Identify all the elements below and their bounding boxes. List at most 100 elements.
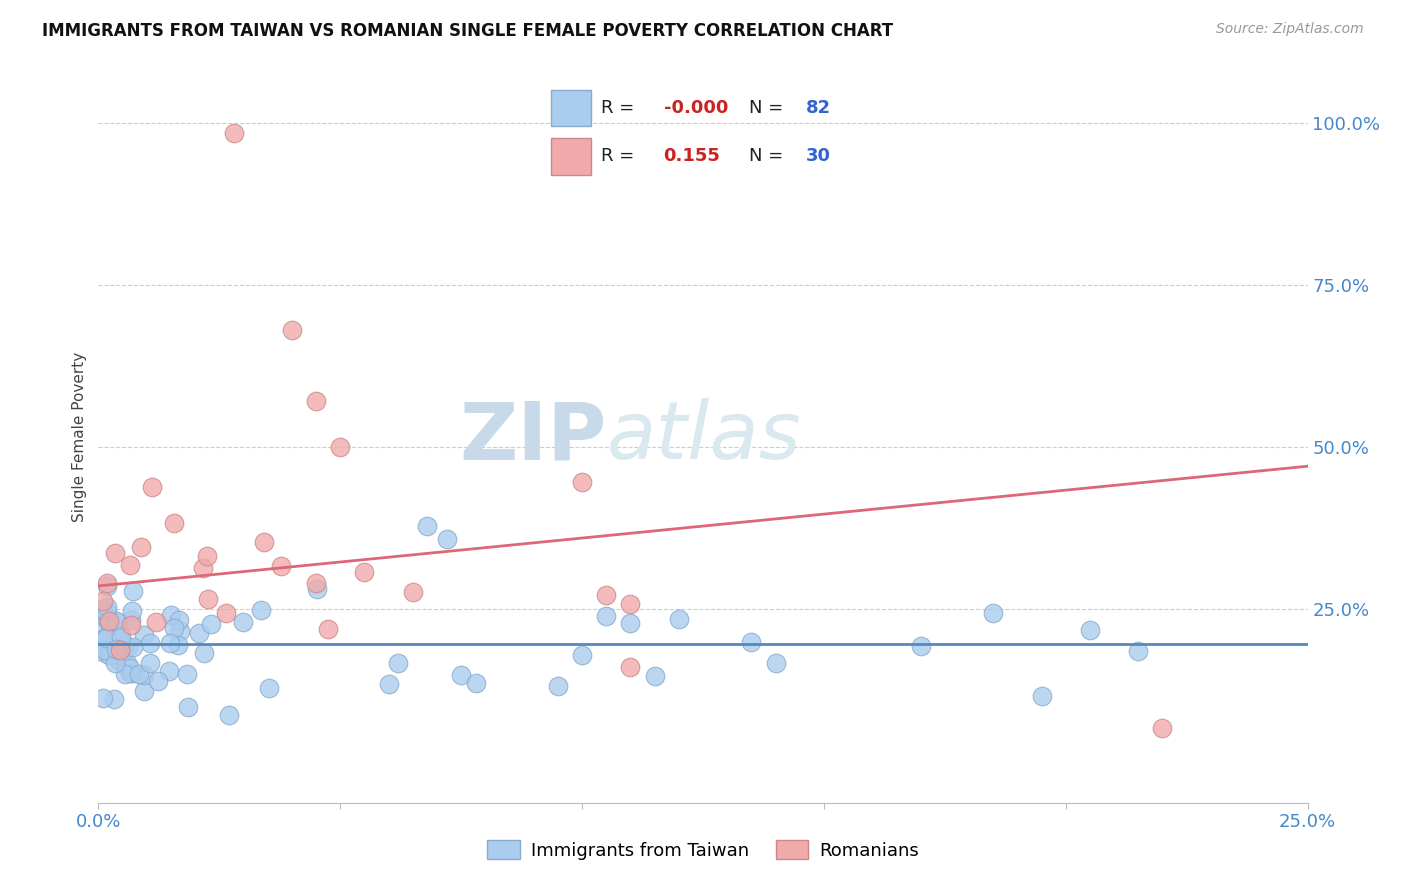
Point [176, 667, 198, 681]
Point [619, 597, 641, 611]
Point [619, 660, 641, 674]
Point [139, 635, 162, 649]
Point [107, 654, 129, 668]
Point [163, 621, 186, 635]
Point [157, 664, 180, 678]
Point [128, 666, 150, 681]
Point [416, 519, 439, 533]
Point [104, 656, 127, 670]
Point [96, 576, 118, 591]
FancyBboxPatch shape [551, 89, 591, 127]
Text: 82: 82 [806, 99, 831, 117]
Text: 0.155: 0.155 [664, 147, 720, 165]
Point [1152, 722, 1174, 736]
Point [91, 645, 114, 659]
Point [222, 126, 245, 140]
Point [765, 656, 787, 670]
Point [112, 639, 135, 653]
Point [114, 666, 136, 681]
Point [120, 666, 142, 681]
Point [98, 648, 121, 662]
Point [110, 643, 132, 657]
Point [145, 615, 167, 629]
Point [91, 594, 114, 608]
Text: Source: ZipAtlas.com: Source: ZipAtlas.com [1216, 22, 1364, 37]
Point [305, 576, 328, 591]
Point [910, 640, 932, 654]
Point [114, 657, 136, 672]
Point [200, 617, 222, 632]
Text: N =: N = [749, 99, 783, 117]
Point [193, 561, 215, 575]
Point [436, 533, 458, 547]
Point [98, 620, 121, 634]
Point [121, 640, 143, 655]
Point [148, 673, 170, 688]
Point [163, 516, 186, 530]
Point [108, 642, 131, 657]
Text: R =: R = [600, 99, 634, 117]
Point [129, 540, 152, 554]
Point [115, 656, 138, 670]
Point [104, 641, 127, 656]
Text: -0.000: -0.000 [664, 99, 728, 117]
Text: N =: N = [749, 147, 783, 165]
Point [547, 679, 569, 693]
Point [167, 638, 190, 652]
Point [141, 480, 163, 494]
Text: R =: R = [600, 147, 634, 165]
Point [281, 323, 304, 337]
Point [1078, 623, 1101, 637]
Point [96, 579, 118, 593]
Point [193, 646, 215, 660]
Point [97, 614, 120, 628]
Point [108, 628, 131, 642]
Point [120, 613, 142, 627]
Point [619, 615, 641, 630]
Point [94, 643, 117, 657]
Point [97, 613, 120, 627]
Point [160, 607, 183, 622]
Point [139, 656, 162, 670]
Point [169, 624, 191, 639]
Point [110, 632, 132, 647]
Point [644, 669, 666, 683]
Point [93, 618, 115, 632]
Point [91, 602, 114, 616]
Point [1128, 643, 1150, 657]
Point [305, 394, 328, 409]
Point [329, 440, 352, 454]
Point [402, 585, 425, 599]
Point [377, 677, 399, 691]
Point [107, 639, 129, 653]
Point [122, 584, 145, 599]
Text: atlas: atlas [606, 398, 801, 476]
Point [981, 607, 1004, 621]
Point [595, 608, 617, 623]
Point [571, 648, 593, 663]
Point [132, 684, 155, 698]
Point [353, 565, 375, 579]
Point [668, 612, 690, 626]
Point [450, 667, 472, 681]
Point [159, 636, 181, 650]
Point [595, 588, 617, 602]
Point [387, 657, 409, 671]
Point [307, 582, 329, 596]
Point [250, 603, 273, 617]
Point [257, 681, 280, 695]
Point [167, 613, 190, 627]
Point [464, 675, 486, 690]
Point [232, 615, 254, 629]
Point [740, 634, 762, 648]
Point [318, 622, 340, 636]
Point [134, 668, 156, 682]
Point [197, 549, 219, 563]
Point [134, 628, 156, 642]
Point [91, 690, 114, 705]
Point [105, 615, 128, 630]
Y-axis label: Single Female Poverty: Single Female Poverty [72, 352, 87, 522]
Legend: Immigrants from Taiwan, Romanians: Immigrants from Taiwan, Romanians [479, 833, 927, 867]
Point [110, 630, 132, 644]
Point [187, 626, 209, 640]
